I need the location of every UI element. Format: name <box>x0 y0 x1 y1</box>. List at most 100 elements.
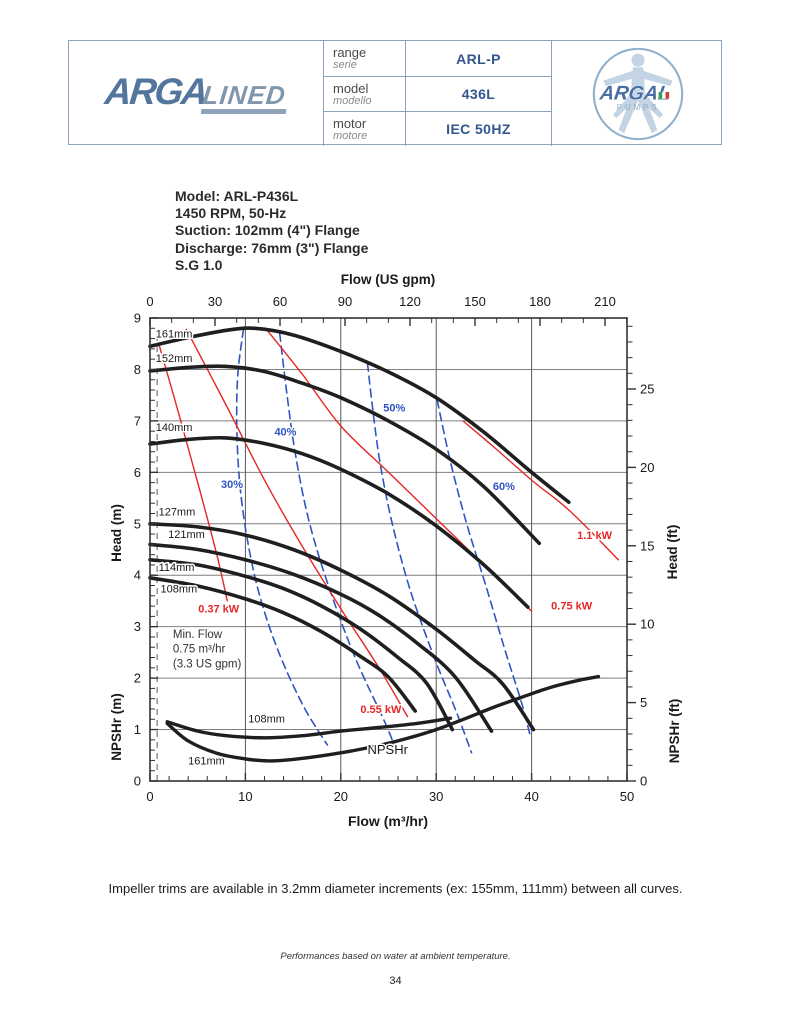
power-line-0.75kW <box>265 328 533 612</box>
efficiency-label-60%: 60% <box>493 481 515 493</box>
head-curve-label-114mm: 114mm <box>159 562 195 574</box>
left-axis-tick-label: 2 <box>134 671 141 686</box>
head-curve-label-127mm: 127mm <box>159 507 196 519</box>
modello-label: modello <box>333 94 372 107</box>
right-axis-tick-label: 25 <box>640 381 654 396</box>
head-curve-label-121mm: 121mm <box>168 529 205 541</box>
head-curve-label-161mm: 161mm <box>156 329 193 341</box>
head-curve-121mm <box>148 542 494 733</box>
efficiency-curve-40% <box>278 332 398 754</box>
right-axis-tick-label: 0 <box>640 774 647 789</box>
npsh-curve-108mm <box>165 716 453 740</box>
model-info-line: 1450 RPM, 50-Hz <box>175 205 287 222</box>
argal-pumps-logo-graphic: ARGAL PUMPS <box>592 47 683 140</box>
head-curve-127mm <box>148 522 536 732</box>
model-info-line: S.G 1.0 <box>175 256 223 273</box>
top-axis-tick-label: 30 <box>208 294 222 309</box>
left-axis-tick-label: 5 <box>134 516 141 531</box>
motor-label: motor <box>333 115 367 131</box>
top-axis-tick-label: 90 <box>338 294 352 309</box>
badge-pumps-text: PUMPS <box>616 102 659 111</box>
right-axis-tick-label: 5 <box>640 695 647 710</box>
impeller-trim-note: Impeller trims are available in 3.2mm di… <box>108 881 683 896</box>
npsh-curve-label-161mm: 161mm <box>188 756 225 768</box>
power-label-0.37kW: 0.37 kW <box>198 603 240 615</box>
min-flow-annotation-line: Min. Flow <box>173 629 223 641</box>
bottom-axis-title: Flow (m³/hr) <box>348 813 428 829</box>
right-axis-tick-label: 15 <box>640 538 654 553</box>
argal-pumps-logo: ARGAL PUMPS <box>591 47 685 141</box>
right-axis-tick-label: 10 <box>640 617 654 632</box>
range-label: range <box>333 45 367 60</box>
bottom-axis-tick-label: 30 <box>429 789 443 804</box>
bottom-axis-tick-label: 10 <box>238 789 252 804</box>
motor-value: IEC 50HZ <box>446 121 511 137</box>
model-info-line: Model: ARL-P436L <box>175 188 299 204</box>
head-curve-label-108mm: 108mm <box>160 584 197 596</box>
min-flow-annotation-line: 0.75 m³/hr <box>173 644 226 656</box>
range-label-cell: range serie <box>323 41 405 76</box>
head-curve-label-152mm: 152mm <box>156 353 193 365</box>
left-axis-tick-label: 0 <box>134 774 141 789</box>
motor-value-cell: IEC 50HZ <box>405 111 551 146</box>
motor-label-cell: motor motore <box>323 111 405 146</box>
model-label: model <box>333 80 369 96</box>
head-curve-label-140mm: 140mm <box>156 422 193 434</box>
npshr-section-label: NPSHr <box>368 742 409 757</box>
left-axis-tick-label: 3 <box>134 619 141 634</box>
power-label-1.1kW: 1.1 kW <box>577 530 612 542</box>
motore-label: motore <box>333 129 368 142</box>
performance-note: Performances based on water at ambient t… <box>280 951 511 962</box>
efficiency-label-40%: 40% <box>274 426 296 438</box>
power-line-1.1kW <box>462 420 620 561</box>
power-label-0.55kW: 0.55 kW <box>360 704 402 716</box>
efficiency-label-30%: 30% <box>221 479 243 491</box>
model-value: 436L <box>461 86 496 102</box>
left-axis-tick-label: 9 <box>134 311 141 326</box>
page-number: 34 <box>389 975 402 987</box>
range-value-cell: ARL-P <box>405 41 551 76</box>
bottom-axis-tick-label: 50 <box>620 789 634 804</box>
bottom-axis-tick-label: 20 <box>334 789 348 804</box>
top-axis-title: Flow (US gpm) <box>341 272 436 287</box>
serie-label: serie <box>333 59 357 71</box>
model-value-cell: 436L <box>405 76 551 111</box>
efficiency-label-50%: 50% <box>383 403 405 415</box>
npsh-curve-label-108mm: 108mm <box>248 713 285 725</box>
range-value: ARL-P <box>456 50 501 67</box>
left-axis-tick-label: 6 <box>134 465 141 480</box>
head-curve-161mm <box>148 326 571 504</box>
model-info-block: Model: ARL-P436L 1450 RPM, 50-Hz Suction… <box>175 188 368 274</box>
left-axis-title-npshr: NPSHr (m) <box>109 693 124 761</box>
right-axis-title-head: Head (ft) <box>665 525 680 580</box>
bottom-axis-tick-label: 0 <box>146 789 153 804</box>
efficiency-curve-50% <box>366 362 473 754</box>
italy-flag-icon <box>657 91 669 99</box>
argal-pumps-badge-cell: ARGAL PUMPS <box>551 41 723 146</box>
left-axis-title-head: Head (m) <box>109 504 124 562</box>
top-axis-tick-label: 60 <box>273 294 287 309</box>
left-axis-tick-label: 7 <box>134 413 141 428</box>
top-axis-tick-label: 180 <box>529 294 551 309</box>
badge-brand-text: ARGAL <box>597 82 671 104</box>
power-label-0.75kW: 0.75 kW <box>551 601 593 613</box>
bottom-axis-tick-label: 40 <box>524 789 538 804</box>
left-axis-tick-label: 4 <box>134 568 141 583</box>
min-flow-annotation-line: (3.3 US gpm) <box>173 658 242 670</box>
head-curve-114mm <box>148 558 455 732</box>
top-axis-tick-label: 120 <box>399 294 421 309</box>
left-axis-tick-label: 1 <box>134 722 141 737</box>
top-axis-tick-label: 210 <box>594 294 616 309</box>
head-curve-108mm <box>148 576 417 713</box>
model-label-cell: model modello <box>323 76 405 111</box>
head-curve-140mm <box>148 435 530 609</box>
top-axis-tick-label: 150 <box>464 294 486 309</box>
head-curve-152mm <box>148 364 541 546</box>
right-axis-title-npshr: NPSHr (ft) <box>667 699 682 764</box>
header-table: ARGA LINED range serie ARL-P model modell… <box>68 40 723 146</box>
right-axis-tick-label: 20 <box>640 460 654 475</box>
npsh-curve-161mm <box>165 674 601 763</box>
vitruvian-figure-icon <box>603 53 672 133</box>
